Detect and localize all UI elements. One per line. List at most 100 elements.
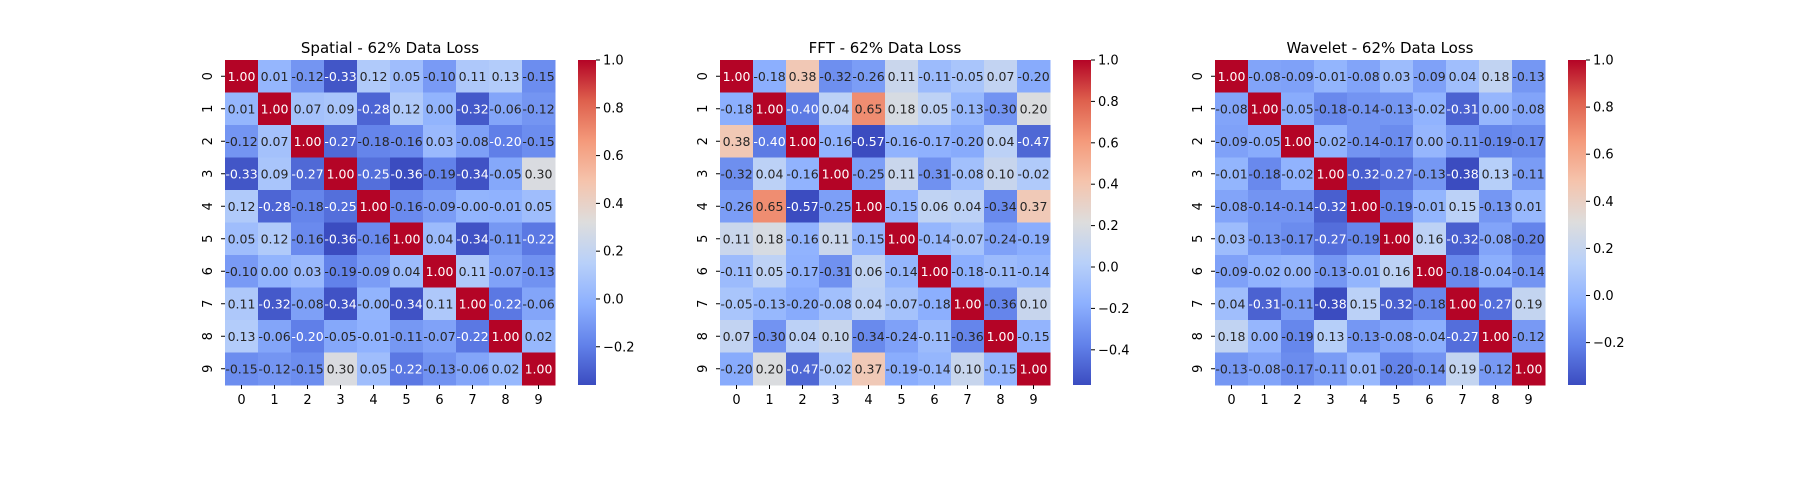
heatmap-cell (324, 255, 358, 288)
heatmap-cell (819, 222, 853, 256)
cell-label: -0.04 (1413, 329, 1445, 344)
heatmap-cell (522, 287, 556, 321)
cell-label: -0.32 (1446, 231, 1478, 246)
cell-label: -0.31 (1248, 296, 1280, 311)
cell-label: 0.09 (261, 166, 289, 181)
cell-label: -0.02 (1017, 166, 1049, 181)
cell-label: 1.00 (789, 134, 817, 149)
cell-label: -0.57 (852, 134, 884, 149)
x-tick-label: 1 (270, 393, 278, 408)
heatmap-cell (390, 125, 424, 158)
colorbar-tick-label: 0.2 (1098, 219, 1119, 234)
cell-label: 0.05 (756, 264, 784, 279)
heatmap-cell (786, 190, 820, 223)
y-tick-label: 9 (696, 365, 711, 373)
heatmap-cell (522, 190, 556, 223)
heatmap-cell (786, 60, 820, 93)
cell-label: -0.02 (1413, 101, 1445, 116)
cell-label: 0.12 (228, 199, 256, 214)
heatmap-cell (1413, 320, 1447, 353)
cell-label: -0.13 (1512, 69, 1544, 84)
cell-label: -0.12 (291, 69, 323, 84)
cell-label: -0.10 (423, 69, 455, 84)
heatmap-cell (357, 255, 391, 288)
heatmap-cell (852, 320, 886, 353)
chart-title: Wavelet - 62% Data Loss (1287, 39, 1474, 57)
x-tick-label: 5 (402, 393, 410, 408)
heatmap-cell (390, 190, 424, 223)
colorbar-tick-label: 0.0 (1593, 289, 1614, 304)
cell-label: -0.15 (522, 69, 554, 84)
heatmap-cell (918, 125, 952, 158)
y-tick-label: 2 (201, 137, 216, 145)
heatmap-cell (258, 352, 292, 386)
heatmap-cell (456, 60, 490, 93)
cell-label: -0.32 (1347, 166, 1379, 181)
cell-label: -0.20 (489, 134, 521, 149)
cell-label: -0.11 (720, 264, 752, 279)
cell-label: -0.36 (324, 231, 356, 246)
heatmap-cell (1281, 92, 1315, 126)
heatmap-cell (951, 255, 985, 288)
colorbar-tick-label: −0.2 (1593, 336, 1625, 351)
y-tick-label: 1 (201, 105, 216, 113)
colorbar-tick-label: −0.2 (603, 340, 635, 355)
cell-label: -0.06 (522, 296, 554, 311)
heatmap-cell (489, 60, 523, 93)
cell-label: -0.19 (1281, 329, 1313, 344)
cell-label: -0.14 (1281, 199, 1313, 214)
heatmap-cell (1347, 60, 1381, 93)
heatmap-cell (786, 255, 820, 288)
heatmap-cell (1380, 352, 1414, 386)
cell-label: -0.17 (1512, 134, 1544, 149)
heatmap-cell (1314, 60, 1348, 93)
heatmap-cell (720, 255, 754, 288)
cell-label: -0.20 (951, 134, 983, 149)
heatmap-cell (423, 190, 457, 223)
cell-label: -0.33 (324, 69, 356, 84)
x-tick-label: 4 (864, 393, 872, 408)
heatmap-cell (522, 255, 556, 288)
heatmap-cell (456, 255, 490, 288)
cell-label: -0.40 (786, 101, 818, 116)
heatmap-cell (225, 125, 259, 158)
heatmap-cell (225, 60, 259, 93)
cell-label: -0.14 (1017, 264, 1049, 279)
cell-label: -0.07 (951, 231, 983, 246)
cell-label: -0.34 (456, 231, 488, 246)
cell-label: -0.18 (1413, 296, 1445, 311)
heatmap-cell (258, 222, 292, 256)
heatmap-cell (819, 287, 853, 321)
colorbar-tick-label: 1.0 (603, 54, 624, 69)
heatmap-cell (1380, 92, 1414, 126)
y-tick-label: 2 (696, 137, 711, 145)
heatmap-cell (1512, 287, 1546, 321)
cell-label: 1.00 (723, 69, 751, 84)
y-tick-label: 2 (1191, 137, 1206, 145)
heatmap-cell (1017, 190, 1051, 223)
cell-label: 0.06 (921, 199, 949, 214)
heatmap-cell (324, 287, 358, 321)
heatmap-cell (951, 92, 985, 126)
heatmap-cell (1380, 60, 1414, 93)
heatmap-cell (852, 157, 886, 191)
y-tick-label: 1 (696, 105, 711, 113)
heatmap-cell (489, 255, 523, 288)
heatmap-cell (852, 255, 886, 288)
heatmap-cell (1413, 157, 1447, 191)
heatmap-cell (324, 125, 358, 158)
heatmap-cell (852, 190, 886, 223)
cell-label: -0.13 (1314, 264, 1346, 279)
cell-label: -0.34 (390, 296, 422, 311)
heatmap-cell (1479, 222, 1513, 256)
heatmap-cell (357, 352, 391, 386)
cell-label: -0.14 (885, 264, 917, 279)
heatmap-cell (1512, 352, 1546, 386)
cell-label: 1.00 (261, 101, 289, 116)
cell-label: -0.16 (291, 231, 323, 246)
x-tick-label: 3 (336, 393, 344, 408)
heatmap-cell (489, 92, 523, 126)
cell-label: -0.38 (1314, 296, 1346, 311)
cell-label: -0.10 (225, 264, 257, 279)
heatmap-cell (489, 157, 523, 191)
